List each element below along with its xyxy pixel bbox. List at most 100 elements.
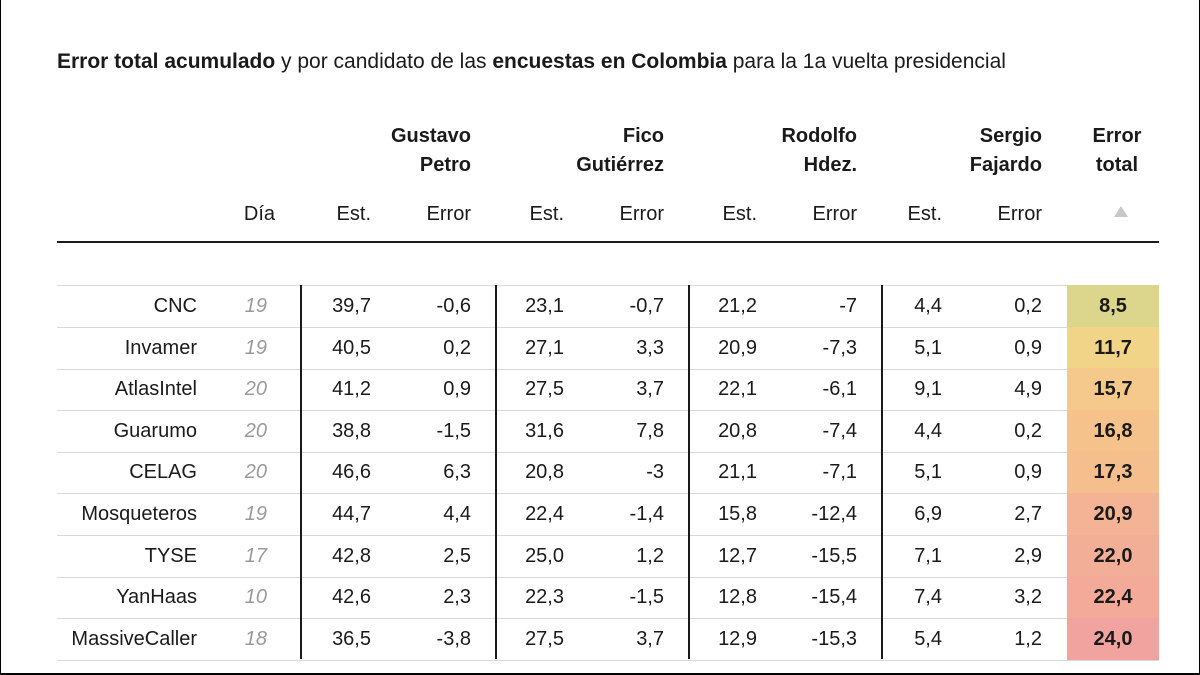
table-row: MassiveCaller 18 36,5 -3,8 27,5 3,7 12,9 -15,3 5…: [57, 617, 1159, 661]
table-row: YanHaas 10 42,6 2,3 22,3 -1,5 12,8 -15,4 7,4 3,2 2…: [57, 576, 1159, 620]
poll-day: 20: [244, 461, 267, 484]
table-row: Mosqueteros 19 44,7 4,4 22,4 -1,4 15,8 -12,4 6,9…: [57, 493, 1159, 536]
poll-day: 10: [244, 586, 267, 609]
error-total-cell: 8,5: [1067, 285, 1159, 327]
header-petro: Gustavo Petro: [390, 125, 471, 176]
est-petro: 40,5: [332, 336, 371, 359]
error-total-cell: 22,0: [1067, 534, 1159, 577]
error-total-cell: 11,7: [1067, 326, 1159, 369]
header-fajardo: Sergio Fajardo: [969, 125, 1042, 176]
header-rule: [57, 241, 1159, 243]
poll-day: 18: [244, 627, 267, 650]
error-gutierrez: -1,5: [629, 586, 664, 609]
error-petro: -3,8: [436, 627, 471, 650]
est-petro: 41,2: [332, 378, 371, 401]
error-fajardo: 4,9: [1014, 378, 1042, 401]
est-hernandez: 12,7: [718, 544, 757, 567]
error-petro: 0,9: [443, 378, 471, 401]
error-gutierrez: 3,7: [636, 378, 664, 401]
poll-day: 19: [244, 336, 267, 359]
table-row: AtlasIntel 20 41,2 0,9 27,5 3,7 22,1 -6,1 9,1 4,9…: [57, 368, 1159, 412]
subheader-error-fajardo: Error: [997, 203, 1042, 225]
pollster-name: TYSE: [144, 544, 197, 567]
poll-day: 19: [244, 503, 267, 525]
pollster-name: CNC: [153, 295, 197, 317]
error-hernandez: -15,5: [811, 544, 857, 567]
error-total-cell: 22,4: [1067, 576, 1159, 619]
table-row: CNC 19 39,7 -0,6 23,1 -0,7 21,2 -7 4,4 0,2 8,5: [57, 285, 1159, 328]
error-petro: 4,4: [443, 503, 471, 525]
subheader-error-petro: Error: [426, 203, 471, 225]
est-hernandez: 20,8: [718, 419, 757, 442]
table-row: Invamer 19 40,5 0,2 27,1 3,3 20,9 -7,3 5,1 0,9 11,…: [57, 326, 1159, 370]
error-fajardo: 0,2: [1014, 419, 1042, 442]
error-fajardo: 1,2: [1014, 627, 1042, 650]
est-gutierrez: 23,1: [525, 295, 564, 317]
est-fajardo: 6,9: [914, 503, 942, 525]
error-hernandez: -15,3: [811, 627, 857, 650]
header-hernandez: Rodolfo Hdez.: [781, 125, 857, 176]
est-gutierrez: 20,8: [525, 461, 564, 484]
est-fajardo: 4,4: [914, 295, 942, 317]
error-gutierrez: 1,2: [636, 544, 664, 567]
error-fajardo: 3,2: [1014, 586, 1042, 609]
poll-day: 19: [244, 295, 267, 317]
divider-hernandez: [688, 285, 690, 659]
pollster-name: AtlasIntel: [114, 378, 197, 401]
pollster-name: Guarumo: [113, 419, 197, 442]
est-fajardo: 5,1: [914, 461, 942, 484]
poll-day: 17: [244, 544, 267, 567]
error-fajardo: 0,9: [1014, 336, 1042, 359]
est-hernandez: 12,8: [718, 586, 757, 609]
est-gutierrez: 31,6: [525, 419, 564, 442]
subheader-error-gutierrez: Error: [619, 203, 664, 225]
error-hernandez: -7,3: [822, 336, 857, 359]
error-hernandez: -15,4: [811, 586, 857, 609]
subheader-error-hernandez: Error: [812, 203, 857, 225]
subheader-dia: Día: [243, 203, 275, 225]
error-petro: 2,5: [443, 544, 471, 567]
est-fajardo: 7,1: [914, 544, 942, 567]
subheader-est-hernandez: Est.: [722, 203, 757, 225]
error-gutierrez: 3,7: [636, 627, 664, 650]
est-gutierrez: 22,3: [525, 586, 564, 609]
pollster-name: CELAG: [129, 461, 197, 484]
table-row: Guarumo 20 38,8 -1,5 31,6 7,8 20,8 -7,4 4,4 0,2 16…: [57, 409, 1159, 453]
subheader-est-gutierrez: Est.: [529, 203, 564, 225]
divider-fajardo: [881, 285, 883, 659]
pollster-name: YanHaas: [116, 586, 197, 609]
sort-ascending-icon[interactable]: [1114, 206, 1128, 217]
error-fajardo: 2,9: [1014, 544, 1042, 567]
est-gutierrez: 27,1: [525, 336, 564, 359]
error-fajardo: 0,2: [1014, 295, 1042, 317]
spacer-row: [57, 243, 1159, 286]
error-total-cell: 15,7: [1067, 368, 1159, 411]
subheader-est-fajardo: Est.: [907, 203, 942, 225]
error-petro: 2,3: [443, 586, 471, 609]
header-error-total: Error total: [1092, 125, 1142, 176]
est-fajardo: 7,4: [914, 586, 942, 609]
est-gutierrez: 25,0: [525, 544, 564, 567]
est-petro: 42,6: [332, 586, 371, 609]
est-hernandez: 21,2: [718, 295, 757, 317]
error-fajardo: 0,9: [1014, 461, 1042, 484]
error-gutierrez: 3,3: [636, 336, 664, 359]
est-hernandez: 20,9: [718, 336, 757, 359]
error-petro: -1,5: [436, 419, 471, 442]
est-petro: 36,5: [332, 627, 371, 650]
est-petro: 42,8: [332, 544, 371, 567]
divider-petro: [300, 285, 302, 659]
error-gutierrez: -0,7: [629, 295, 664, 317]
est-gutierrez: 27,5: [525, 627, 564, 650]
error-total-cell: 24,0: [1067, 617, 1159, 660]
est-fajardo: 5,4: [914, 627, 942, 650]
header-gutierrez: Fico Gutiérrez: [576, 125, 664, 176]
error-gutierrez: -3: [646, 461, 664, 484]
error-gutierrez: 7,8: [636, 419, 664, 442]
poll-day: 20: [244, 378, 267, 401]
error-total-cell: 16,8: [1067, 409, 1159, 452]
error-total-cell: 17,3: [1067, 451, 1159, 494]
est-hernandez: 12,9: [718, 627, 757, 650]
est-petro: 46,6: [332, 461, 371, 484]
error-petro: -0,6: [436, 295, 471, 317]
